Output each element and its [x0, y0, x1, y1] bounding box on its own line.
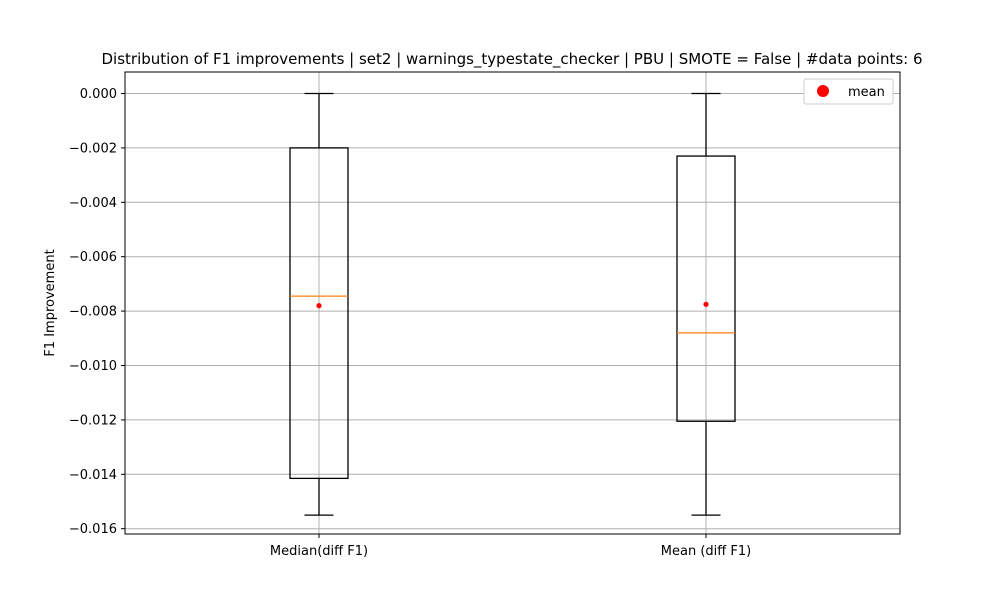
- mean-marker: [316, 303, 322, 309]
- y-tick-label: −0.016: [69, 522, 117, 537]
- legend-box: [803, 78, 894, 105]
- y-tick-label: −0.004: [69, 196, 117, 211]
- x-axis-ticks: Median(diff F1) Mean (diff F1): [270, 534, 751, 559]
- iqr-box: [676, 155, 736, 422]
- grid-lines: [125, 72, 900, 534]
- x-tick-label: Mean (diff F1): [661, 544, 751, 559]
- box-group: [676, 92, 736, 516]
- chart-title: Distribution of F1 improvements | set2 |…: [101, 50, 922, 69]
- box-series: [289, 92, 736, 516]
- y-tick-label: 0.000: [80, 87, 117, 102]
- legend-mean-label: mean: [848, 85, 885, 100]
- mean-marker: [703, 301, 709, 307]
- y-axis-label: F1 Improvement: [43, 249, 58, 356]
- plot-area-frame: [124, 71, 901, 535]
- y-tick-label: −0.014: [69, 468, 117, 483]
- y-tick-label: −0.010: [69, 359, 117, 374]
- x-tick-label: Median(diff F1): [270, 544, 368, 559]
- y-axis-ticks: 0.000 −0.002 −0.004 −0.006 −0.008 −0.010 −0.01…: [69, 87, 125, 537]
- y-tick-label: −0.006: [69, 250, 117, 265]
- y-tick-label: −0.008: [69, 305, 117, 320]
- legend: mean: [803, 78, 894, 105]
- y-tick-label: −0.002: [69, 141, 117, 156]
- box-group: [289, 92, 349, 516]
- iqr-box: [289, 147, 349, 480]
- y-tick-label: −0.012: [69, 413, 117, 428]
- legend-mean-marker: [817, 85, 829, 97]
